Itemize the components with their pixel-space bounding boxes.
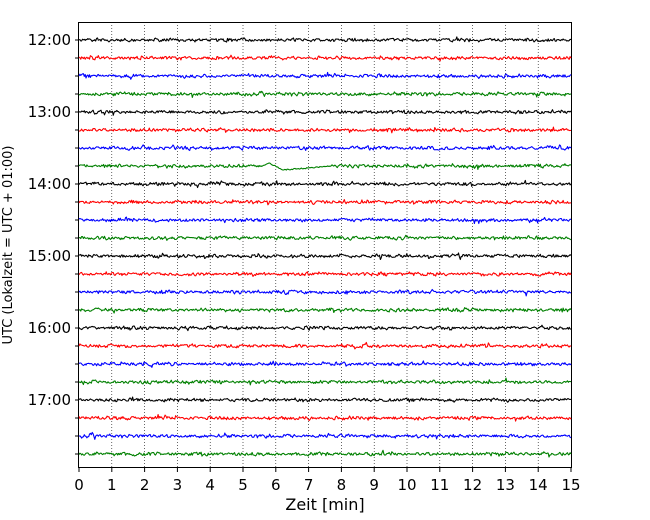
x-tick-label-7: 7 (304, 476, 314, 494)
trace-13:00 (78, 109, 572, 116)
trace-13:15 (78, 126, 572, 134)
trace-17:00 (78, 396, 572, 403)
x-axis: 0 1 2 3 4 5 6 7 8 9 10 11 12 13 14 15 (74, 467, 581, 494)
x-tick-label-5: 5 (238, 476, 248, 494)
y-tick-label-17:00: 17:00 (28, 391, 71, 409)
trace-14:00 (78, 179, 572, 189)
y-tick-label-12:00: 12:00 (28, 31, 71, 49)
x-tick-label-4: 4 (205, 476, 215, 494)
trace-16:45 (78, 377, 571, 386)
x-tick-label-2: 2 (140, 476, 150, 494)
trace-15:45 (78, 307, 572, 314)
trace-17:30 (78, 431, 572, 440)
trace-13:45 (78, 162, 572, 171)
trace-16:30 (78, 360, 572, 368)
x-tick-label-8: 8 (337, 476, 347, 494)
trace-12:45 (78, 90, 572, 98)
trace-16:15 (78, 341, 572, 350)
x-tick-label-3: 3 (173, 476, 183, 494)
trace-13:30 (78, 144, 572, 152)
x-tick-label-13: 13 (496, 476, 515, 494)
trace-14:30 (78, 216, 572, 225)
trace-15:00 (78, 252, 572, 261)
vertical-grid (111, 22, 539, 467)
y-tick-label-13:00: 13:00 (28, 103, 71, 121)
x-tick-label-15: 15 (561, 476, 580, 494)
trace-15:15 (78, 271, 572, 277)
y-axis: 12:00 13:00 14:00 15:00 16:00 17:00 (28, 31, 79, 455)
trace-14:45 (78, 234, 572, 241)
x-axis-label: Zeit [min] (285, 495, 364, 514)
y-tick-label-14:00: 14:00 (28, 175, 71, 193)
x-tick-label-1: 1 (107, 476, 117, 494)
y-tick-label-15:00: 15:00 (28, 247, 71, 265)
trace-12:15 (78, 54, 572, 62)
x-tick-label-14: 14 (529, 476, 548, 494)
x-tick-label-10: 10 (397, 476, 416, 494)
x-tick-label-0: 0 (74, 476, 84, 494)
trace-17:15 (78, 413, 572, 422)
trace-17:45 (78, 449, 572, 458)
y-tick-label-16:00: 16:00 (28, 319, 71, 337)
trace-15:30 (78, 288, 572, 297)
plot-frame (78, 22, 572, 468)
x-tick-label-11: 11 (430, 476, 449, 494)
seismogram-traces (78, 36, 572, 458)
x-tick-label-12: 12 (463, 476, 482, 494)
trace-12:00 (78, 36, 571, 43)
trace-14:15 (78, 199, 572, 206)
y-axis-label: UTC (Lokalzeit = UTC + 01:00) (1, 146, 16, 345)
x-tick-label-6: 6 (271, 476, 281, 494)
trace-12:30 (78, 71, 572, 80)
trace-16:00 (78, 324, 572, 332)
x-tick-label-9: 9 (369, 476, 379, 494)
